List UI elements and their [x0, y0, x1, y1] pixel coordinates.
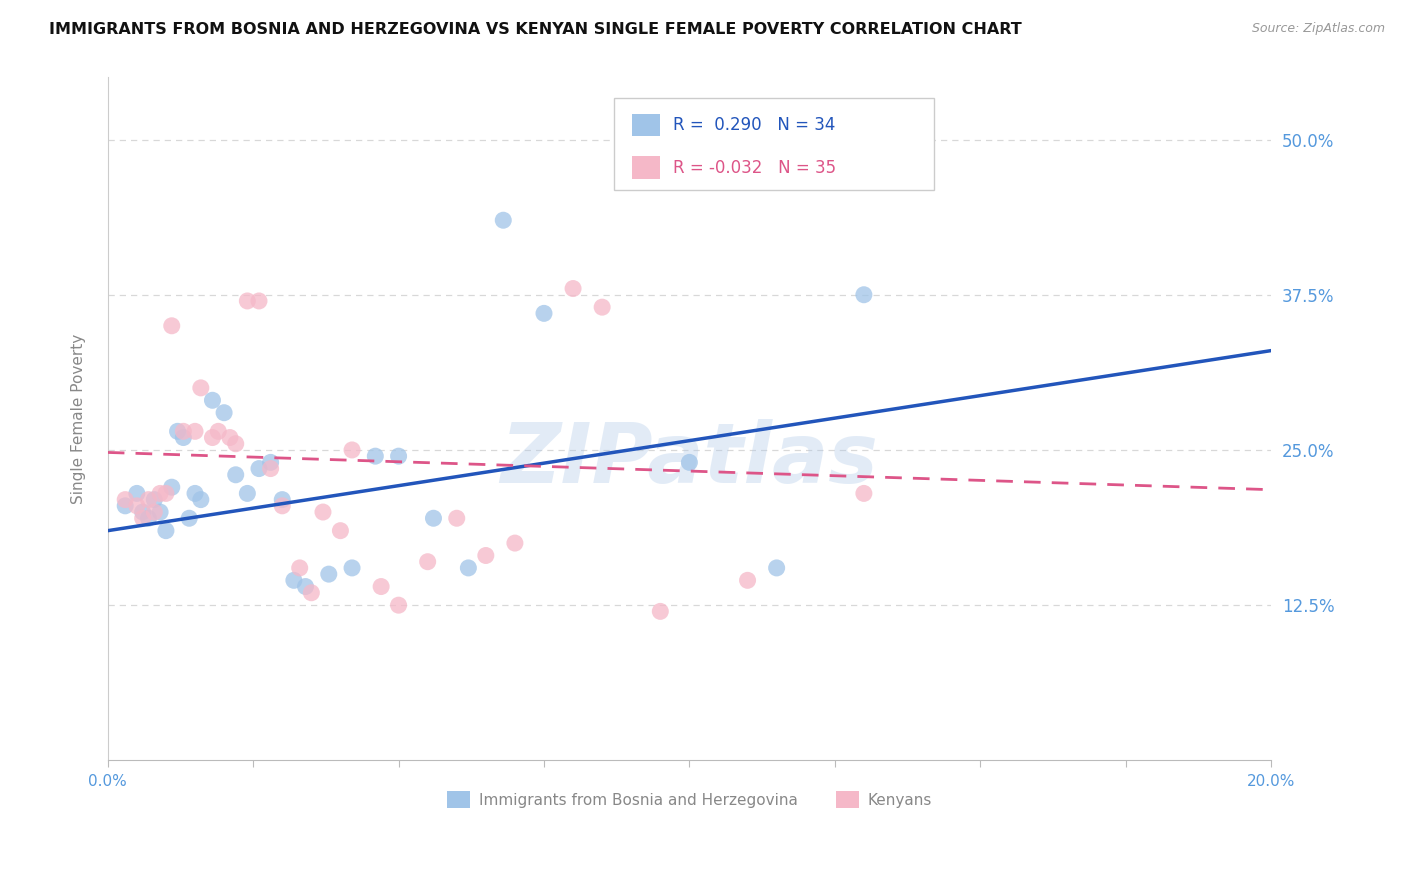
Text: IMMIGRANTS FROM BOSNIA AND HERZEGOVINA VS KENYAN SINGLE FEMALE POVERTY CORRELATI: IMMIGRANTS FROM BOSNIA AND HERZEGOVINA V… — [49, 22, 1022, 37]
Point — [207, 425, 229, 439]
Point — [259, 455, 281, 469]
Point — [765, 561, 787, 575]
Point — [114, 499, 136, 513]
Text: R = -0.032   N = 35: R = -0.032 N = 35 — [673, 159, 837, 177]
Point — [201, 393, 224, 408]
Point — [143, 505, 166, 519]
Point — [852, 287, 875, 301]
Point — [125, 499, 148, 513]
Point — [387, 449, 409, 463]
Point — [149, 486, 172, 500]
Legend: Immigrants from Bosnia and Herzegovina, Kenyans: Immigrants from Bosnia and Herzegovina, … — [440, 785, 938, 814]
Point — [591, 300, 613, 314]
FancyBboxPatch shape — [633, 156, 661, 179]
Point — [312, 505, 335, 519]
FancyBboxPatch shape — [614, 98, 934, 190]
Point — [236, 293, 259, 308]
Point — [212, 406, 235, 420]
Y-axis label: Single Female Poverty: Single Female Poverty — [72, 334, 86, 504]
Point — [184, 425, 207, 439]
Point — [294, 580, 316, 594]
Point — [131, 511, 153, 525]
Point — [160, 480, 183, 494]
Point — [247, 293, 270, 308]
Point — [387, 598, 409, 612]
Point — [114, 492, 136, 507]
Point — [190, 381, 212, 395]
Point — [503, 536, 526, 550]
Point — [138, 492, 160, 507]
Point — [138, 511, 160, 525]
Point — [288, 561, 311, 575]
Point — [318, 567, 340, 582]
Point — [166, 425, 188, 439]
Point — [340, 561, 363, 575]
Point — [247, 461, 270, 475]
Point — [179, 511, 201, 525]
Point — [271, 499, 294, 513]
Point — [329, 524, 352, 538]
Point — [149, 505, 172, 519]
Point — [650, 604, 672, 618]
Point — [190, 492, 212, 507]
Point — [172, 425, 194, 439]
Point — [271, 492, 294, 507]
Text: Source: ZipAtlas.com: Source: ZipAtlas.com — [1251, 22, 1385, 36]
Point — [299, 586, 322, 600]
Point — [225, 467, 247, 482]
Point — [562, 281, 585, 295]
Point — [852, 486, 875, 500]
FancyBboxPatch shape — [633, 114, 661, 136]
Point — [364, 449, 387, 463]
Point — [457, 561, 479, 575]
Point — [620, 157, 643, 171]
Point — [143, 492, 166, 507]
Point — [236, 486, 259, 500]
Point — [533, 306, 555, 320]
Point — [184, 486, 207, 500]
Point — [155, 524, 177, 538]
Point — [416, 555, 439, 569]
Point — [678, 455, 700, 469]
Point — [155, 486, 177, 500]
Point — [259, 461, 281, 475]
Point — [422, 511, 444, 525]
Point — [737, 574, 759, 588]
Text: R =  0.290   N = 34: R = 0.290 N = 34 — [673, 116, 835, 135]
Point — [201, 431, 224, 445]
Point — [475, 549, 498, 563]
Point — [219, 431, 242, 445]
Point — [125, 486, 148, 500]
Point — [160, 318, 183, 333]
Point — [370, 580, 392, 594]
Text: ZIPatlas: ZIPatlas — [501, 419, 879, 500]
Point — [225, 436, 247, 450]
Point — [283, 574, 305, 588]
Point — [172, 431, 194, 445]
Point — [131, 505, 153, 519]
Point — [492, 213, 515, 227]
Point — [340, 442, 363, 457]
Point — [446, 511, 468, 525]
